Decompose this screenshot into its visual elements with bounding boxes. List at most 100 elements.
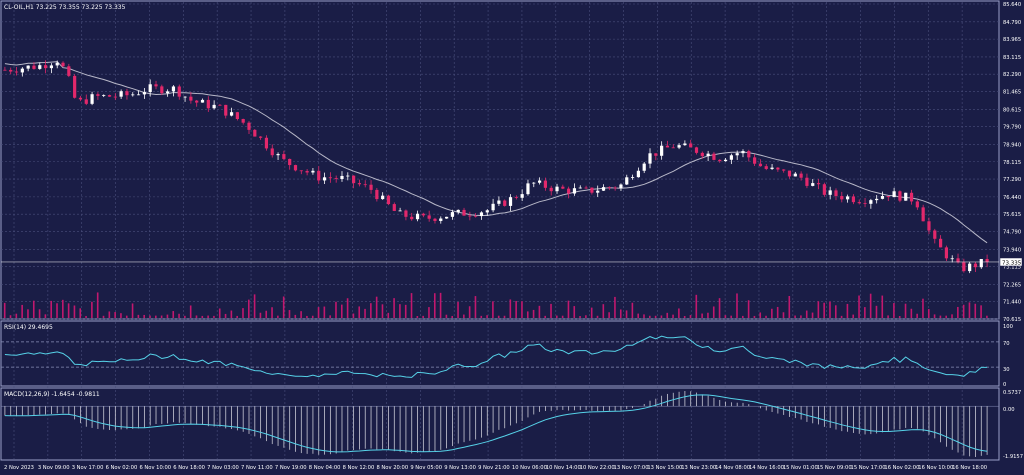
- candle-body: [799, 173, 803, 178]
- volume-bar: [340, 304, 343, 318]
- candle-body: [939, 238, 943, 248]
- volume-bar: [137, 314, 140, 318]
- macd-histogram-bar: [45, 406, 46, 415]
- volume-bar: [596, 315, 599, 318]
- candle-body: [293, 165, 298, 171]
- time-tick-label: 10 Nov 14:00: [546, 465, 581, 471]
- macd-histogram-bar: [498, 406, 500, 430]
- volume-bar: [625, 310, 628, 318]
- macd-histogram-bar: [597, 406, 599, 412]
- rsi-pane-frame: [0, 320, 1000, 387]
- macd-histogram-bar: [10, 406, 12, 416]
- volume-bar: [131, 303, 134, 318]
- candle-body: [503, 200, 507, 206]
- volume-bar: [300, 311, 302, 318]
- volume-bar: [393, 298, 395, 318]
- macd-histogram-bar: [823, 406, 825, 427]
- volume-bar: [829, 301, 831, 318]
- candle-body: [782, 169, 786, 171]
- volume-bar: [218, 308, 221, 318]
- macd-histogram-bar: [184, 406, 186, 424]
- volume-bar: [939, 315, 942, 318]
- candle-body: [456, 209, 460, 213]
- candle-body: [729, 155, 733, 160]
- candle-body: [26, 65, 30, 69]
- candle-body: [392, 204, 396, 211]
- macd-histogram-bar: [80, 406, 81, 424]
- candle-body: [305, 171, 309, 173]
- rsi-title: RSI(14) 29.4695: [4, 324, 53, 331]
- volume-bar: [480, 315, 483, 318]
- volume-bar: [631, 302, 634, 318]
- macd-histogram-bar: [760, 406, 761, 409]
- candle-body: [264, 137, 269, 149]
- candle-body: [90, 94, 94, 104]
- macd-histogram-bar: [283, 406, 285, 448]
- candle-body: [596, 190, 600, 193]
- macd-histogram-bar: [74, 406, 76, 420]
- candle-body: [694, 147, 699, 153]
- time-tick-label: 16 Nov 10:00: [918, 465, 953, 471]
- macd-histogram-bar: [289, 406, 291, 450]
- candle-body: [404, 210, 408, 217]
- volume-bar: [323, 306, 326, 318]
- grid: [1, 2, 999, 459]
- candle-body: [468, 215, 472, 217]
- macd-histogram-bar: [428, 406, 430, 452]
- candle-body: [601, 187, 606, 191]
- candle-body: [787, 170, 792, 177]
- candle-body: [927, 221, 931, 231]
- candle-body: [683, 143, 687, 146]
- volume-bar: [166, 314, 169, 318]
- macd-histogram-bar: [882, 406, 883, 433]
- volume-bar: [788, 295, 791, 318]
- volume-bar: [67, 303, 70, 318]
- candle-body: [474, 215, 478, 217]
- candle-body: [875, 198, 879, 201]
- candle-body: [433, 218, 437, 221]
- macd-histogram-bar: [440, 406, 442, 450]
- macd-histogram-bar: [800, 406, 802, 420]
- candle-body: [840, 196, 844, 200]
- volume-bar: [515, 300, 517, 318]
- macd-histogram-bar: [219, 406, 221, 427]
- candle-body: [107, 95, 112, 97]
- candle-body: [898, 191, 902, 201]
- macd-histogram-bar: [719, 399, 721, 407]
- volume-bar: [149, 315, 151, 318]
- volume-bar: [463, 314, 465, 318]
- candle-body: [753, 157, 757, 164]
- volume-bar: [143, 314, 145, 318]
- candle-body: [398, 210, 402, 212]
- macd-histogram-bar: [155, 406, 157, 425]
- volume-bar: [794, 315, 796, 318]
- macd-histogram-bar: [887, 406, 889, 432]
- candle-body: [479, 212, 484, 217]
- candle-body: [241, 119, 245, 123]
- macd-histogram-bar: [120, 406, 122, 430]
- volume-bar: [823, 302, 825, 318]
- macd-histogram-bar: [27, 406, 29, 416]
- time-tick-label: 15 Nov 09:00: [817, 465, 852, 471]
- macd-histogram-bar: [405, 406, 407, 453]
- macd-histogram-bar: [527, 406, 529, 418]
- candle-body: [410, 216, 414, 220]
- candle-body: [892, 191, 896, 198]
- candle-body: [909, 192, 914, 202]
- macd-histogram-bar: [870, 406, 872, 435]
- macd-histogram-bar: [928, 406, 930, 435]
- candle-body: [183, 96, 187, 98]
- volume-bar: [846, 303, 849, 318]
- macd-histogram-bar: [963, 406, 965, 456]
- candle-body: [276, 154, 280, 156]
- macd-histogram-bar: [347, 406, 349, 451]
- candle-body: [735, 153, 739, 156]
- macd-histogram-bar: [51, 406, 52, 415]
- volume-bar: [869, 293, 872, 318]
- time-tick-label: 13 Nov 07:00: [614, 465, 649, 471]
- candle-body: [671, 147, 675, 149]
- candle-body: [654, 153, 658, 156]
- candle-body: [485, 210, 489, 213]
- volume-bar: [271, 307, 273, 318]
- candle-body: [421, 213, 425, 216]
